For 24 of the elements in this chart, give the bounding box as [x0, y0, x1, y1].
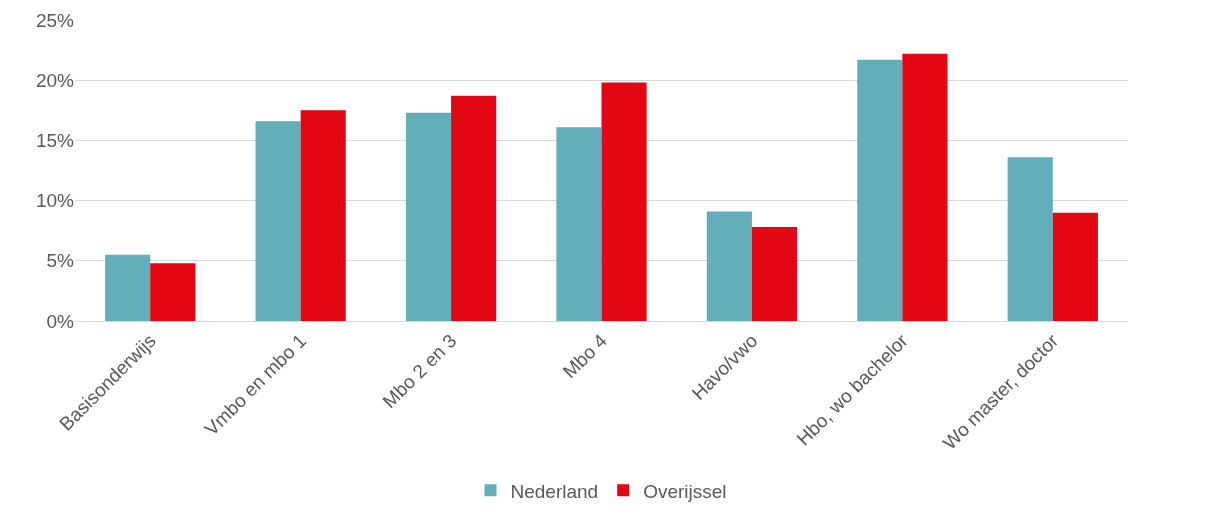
y-tick-label: 20%: [35, 69, 75, 91]
bar: [451, 95, 497, 321]
bar: [105, 254, 151, 321]
y-tick-label: 10%: [35, 190, 75, 212]
bar: [601, 82, 647, 321]
y-tick-label: 15%: [35, 130, 75, 152]
bar: [857, 59, 903, 321]
x-tick-label: Mbo 4: [558, 329, 612, 383]
legend-label: Overijssel: [643, 480, 727, 502]
bar: [1007, 157, 1053, 321]
y-tick-label: 5%: [46, 250, 75, 272]
y-tick-label: 0%: [46, 310, 75, 332]
bar: [751, 227, 798, 321]
bar: [255, 121, 301, 321]
y-tick-label: 25%: [35, 9, 75, 31]
bar: [1052, 212, 1098, 321]
bar: [556, 127, 602, 321]
bar: [405, 112, 452, 321]
x-tick-label: Mbo 2 en 3: [378, 330, 461, 413]
legend-label: Nederland: [510, 480, 599, 502]
bar: [300, 110, 346, 321]
bar: [706, 211, 752, 321]
bar: [150, 263, 196, 321]
bar: [902, 53, 948, 321]
